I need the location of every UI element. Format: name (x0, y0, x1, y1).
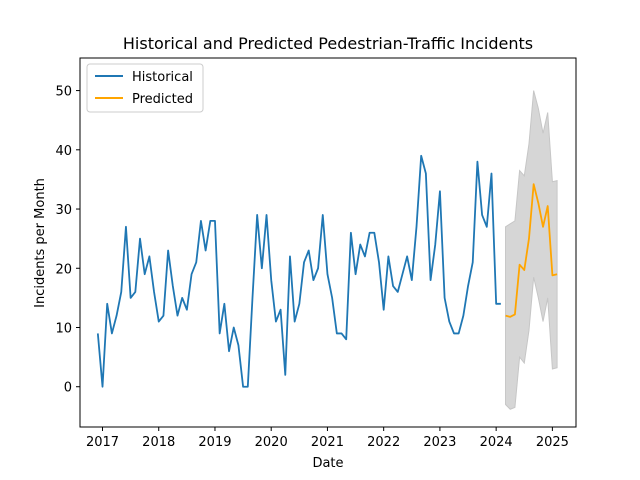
x-tick-label: 2017 (86, 435, 119, 450)
x-tick-label: 2019 (198, 435, 231, 450)
x-tick-label: 2023 (423, 435, 456, 450)
legend-label-historical: Historical (132, 70, 193, 85)
x-axis-label: Date (312, 456, 343, 471)
axes-frame (79, 57, 577, 428)
x-axis: 2017 2018 2019 2020 2021 2022 2023 2024 2025 (86, 427, 569, 450)
y-axis: 0 10 20 30 40 50 (55, 85, 80, 396)
y-tick-label: 40 (55, 144, 72, 159)
x-tick-label: 2024 (480, 435, 513, 450)
legend: Historical Predicted (86, 63, 204, 113)
legend-label-predicted: Predicted (132, 92, 193, 107)
y-tick-label: 10 (55, 321, 72, 336)
series-line-historical (96, 154, 501, 388)
x-tick-label: 2022 (367, 435, 400, 450)
x-tick-label: 2025 (536, 435, 569, 450)
y-tick-label: 30 (55, 203, 72, 218)
y-axis-label: Incidents per Month (33, 178, 48, 308)
y-tick-label: 20 (55, 262, 72, 277)
x-tick-label: 2018 (142, 435, 175, 450)
series-line-layer (96, 154, 558, 388)
series-line-predicted (505, 183, 558, 318)
x-tick-label: 2020 (255, 435, 288, 450)
x-tick-label: 2021 (311, 435, 344, 450)
y-tick-label: 50 (55, 85, 72, 100)
confidence-band-layer (505, 90, 558, 410)
chart-title: Historical and Predicted Pedestrian-Traf… (123, 34, 533, 53)
prediction-confidence-band (505, 90, 558, 410)
y-tick-label: 0 (64, 381, 72, 396)
plot-area (79, 57, 577, 428)
